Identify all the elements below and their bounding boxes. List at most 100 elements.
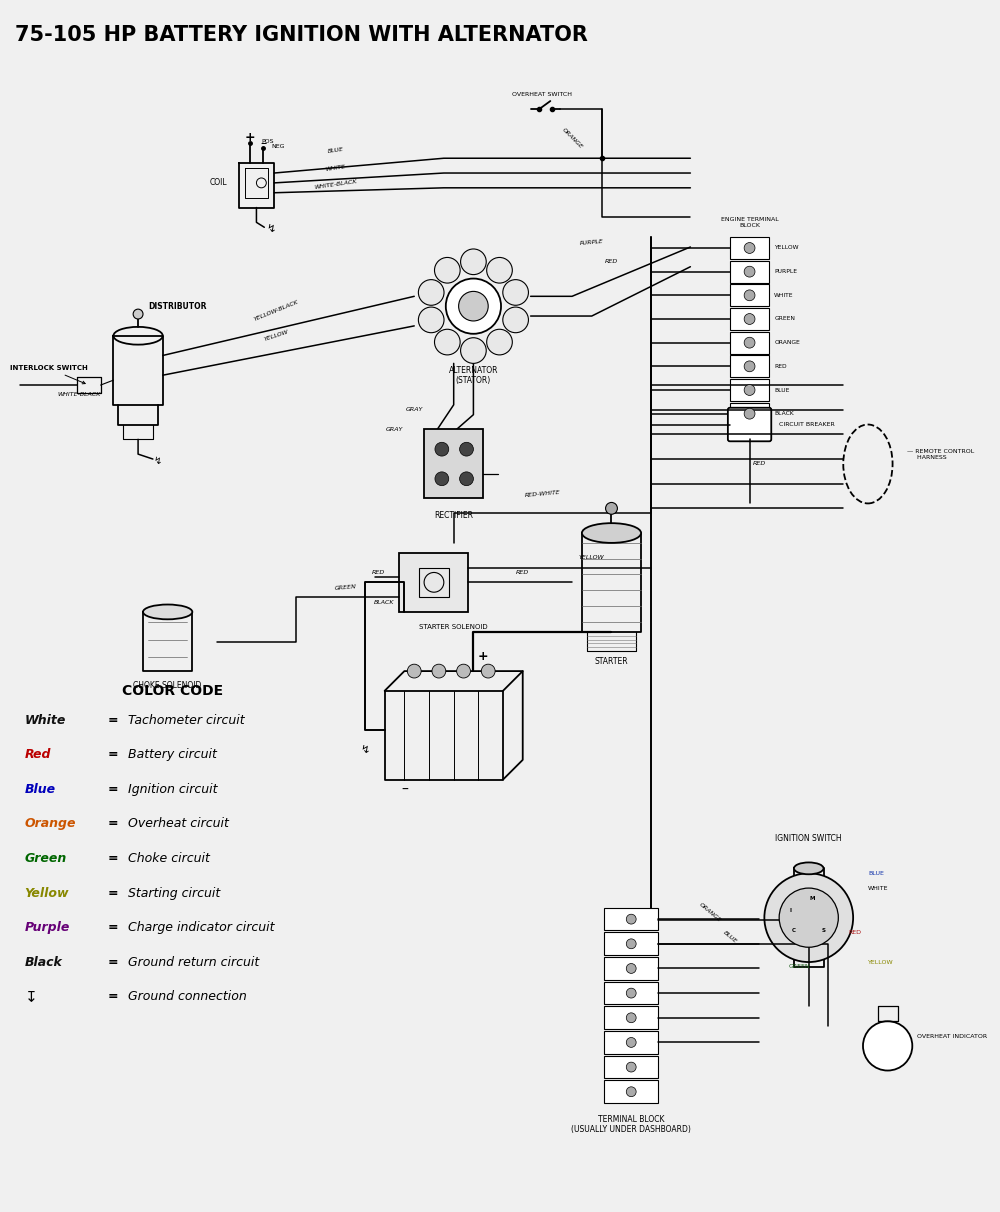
Text: GRAY: GRAY	[386, 427, 403, 431]
Circle shape	[626, 1013, 636, 1023]
Circle shape	[418, 307, 444, 333]
FancyBboxPatch shape	[604, 1006, 658, 1029]
Text: Choke circuit: Choke circuit	[128, 852, 210, 865]
Text: WHITE: WHITE	[774, 293, 794, 298]
Text: GREEN: GREEN	[789, 965, 811, 970]
Circle shape	[460, 442, 473, 456]
Text: NEG: NEG	[271, 144, 285, 149]
Text: TERMINAL BLOCK
(USUALLY UNDER DASHBOARD): TERMINAL BLOCK (USUALLY UNDER DASHBOARD)	[571, 1115, 691, 1134]
Text: PURPLE: PURPLE	[774, 269, 797, 274]
FancyBboxPatch shape	[730, 332, 769, 354]
Text: POS: POS	[261, 139, 274, 144]
FancyBboxPatch shape	[730, 308, 769, 330]
Text: WHITE-BLACK: WHITE-BLACK	[57, 393, 101, 398]
Text: Ground connection: Ground connection	[128, 990, 247, 1004]
Text: 75-105 HP BATTERY IGNITION WITH ALTERNATOR: 75-105 HP BATTERY IGNITION WITH ALTERNAT…	[15, 25, 588, 45]
Text: YELLOW: YELLOW	[263, 330, 289, 342]
Text: Ground return circuit: Ground return circuit	[128, 955, 259, 968]
Circle shape	[432, 664, 446, 678]
Ellipse shape	[143, 605, 192, 619]
Text: WHITE-BLACK: WHITE-BLACK	[314, 179, 357, 190]
Text: RED: RED	[605, 259, 618, 264]
FancyBboxPatch shape	[424, 429, 483, 498]
Circle shape	[133, 309, 143, 319]
Circle shape	[626, 914, 636, 924]
Text: CHOKE SOLENOID: CHOKE SOLENOID	[133, 681, 202, 691]
Circle shape	[626, 939, 636, 949]
Text: Red: Red	[25, 749, 51, 761]
Text: Ignition circuit: Ignition circuit	[128, 783, 218, 796]
Circle shape	[744, 408, 755, 419]
Text: =: =	[108, 852, 119, 865]
Text: WHITE: WHITE	[868, 886, 888, 891]
Text: YELLOW: YELLOW	[579, 555, 605, 560]
Circle shape	[487, 257, 512, 284]
Text: RED: RED	[516, 570, 529, 574]
Text: INTERLOCK SWITCH: INTERLOCK SWITCH	[10, 365, 88, 384]
Text: White: White	[25, 714, 66, 727]
Text: GREEN: GREEN	[774, 316, 795, 321]
Text: Charge indicator circuit: Charge indicator circuit	[128, 921, 275, 934]
Text: RED: RED	[848, 930, 861, 934]
Circle shape	[744, 314, 755, 325]
Text: +: +	[244, 131, 255, 144]
Text: BLUE: BLUE	[868, 870, 884, 876]
Text: ORANGE: ORANGE	[774, 341, 800, 345]
Text: =: =	[108, 749, 119, 761]
Circle shape	[457, 664, 470, 678]
Text: YELLOW-BLACK: YELLOW-BLACK	[253, 299, 299, 322]
Text: PURPLE: PURPLE	[580, 239, 604, 246]
FancyBboxPatch shape	[730, 402, 769, 424]
Circle shape	[503, 307, 528, 333]
Circle shape	[626, 1087, 636, 1097]
Text: RED: RED	[774, 364, 787, 368]
Text: ENGINE TERMINAL
BLOCK: ENGINE TERMINAL BLOCK	[721, 217, 778, 228]
Text: WHITE: WHITE	[325, 164, 346, 172]
Text: =: =	[108, 886, 119, 899]
Circle shape	[461, 248, 486, 275]
Text: RECTIFIER: RECTIFIER	[434, 510, 473, 520]
Circle shape	[435, 471, 449, 486]
Text: =: =	[108, 714, 119, 727]
Text: ORANGE: ORANGE	[561, 127, 583, 150]
Text: STARTER SOLENOID: STARTER SOLENOID	[419, 624, 488, 630]
Text: S: S	[822, 928, 826, 933]
Ellipse shape	[582, 524, 641, 543]
Circle shape	[744, 290, 755, 301]
Circle shape	[407, 664, 421, 678]
Text: +: +	[478, 650, 489, 663]
Text: M: M	[809, 896, 815, 901]
Text: RED: RED	[371, 570, 385, 574]
Text: =: =	[108, 783, 119, 796]
Text: ↧: ↧	[25, 989, 37, 1004]
FancyBboxPatch shape	[730, 238, 769, 259]
Text: Black: Black	[25, 955, 63, 968]
Text: Green: Green	[25, 852, 67, 865]
Circle shape	[744, 384, 755, 395]
Circle shape	[435, 442, 449, 456]
FancyBboxPatch shape	[604, 1056, 658, 1079]
Circle shape	[744, 267, 755, 278]
Text: I: I	[789, 909, 791, 914]
Text: CIRCUIT BREAKER: CIRCUIT BREAKER	[779, 422, 835, 427]
FancyBboxPatch shape	[730, 285, 769, 307]
Text: Blue: Blue	[25, 783, 56, 796]
Text: COLOR CODE: COLOR CODE	[122, 684, 223, 698]
Text: BLACK: BLACK	[374, 600, 395, 605]
Circle shape	[435, 257, 460, 284]
Circle shape	[626, 1037, 636, 1047]
Circle shape	[461, 338, 486, 364]
Text: OVERHEAT SWITCH: OVERHEAT SWITCH	[512, 92, 572, 97]
Text: BLUE: BLUE	[722, 931, 738, 944]
FancyBboxPatch shape	[730, 355, 769, 377]
FancyBboxPatch shape	[730, 379, 769, 401]
Text: =: =	[108, 955, 119, 968]
Circle shape	[626, 988, 636, 997]
Text: BLUE: BLUE	[774, 388, 790, 393]
Circle shape	[863, 1022, 912, 1070]
FancyBboxPatch shape	[604, 1031, 658, 1053]
FancyBboxPatch shape	[399, 553, 468, 612]
Text: Orange: Orange	[25, 817, 76, 830]
Text: YELLOW: YELLOW	[868, 960, 894, 965]
Circle shape	[779, 888, 838, 948]
